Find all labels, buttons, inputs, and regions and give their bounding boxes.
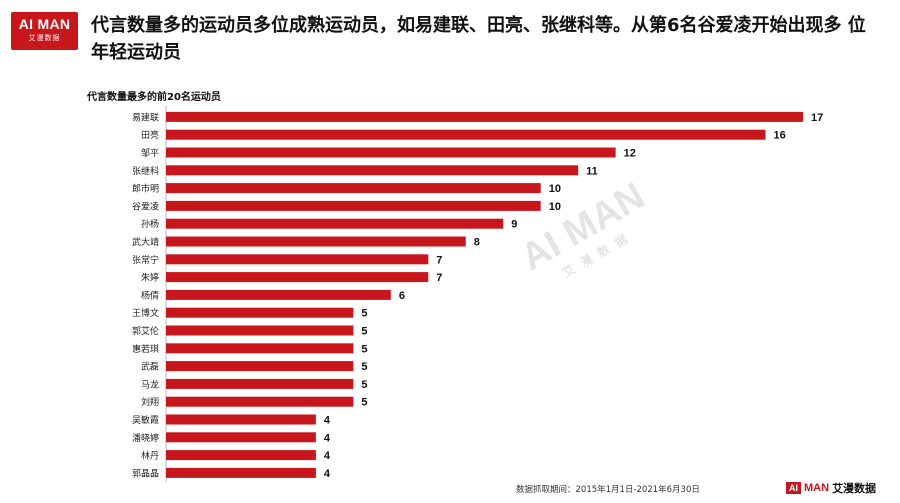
category-label: 谷爱凌 (132, 200, 159, 212)
bar (166, 165, 579, 176)
bar (166, 289, 391, 300)
value-label: 10 (549, 183, 561, 195)
logo-brand-text: AI MAN (18, 16, 71, 32)
value-label: 5 (361, 397, 367, 409)
bar (166, 129, 766, 140)
category-label: 吴敏霞 (132, 414, 159, 426)
bar (166, 414, 316, 425)
value-label: 4 (324, 432, 331, 444)
bar (166, 361, 354, 372)
value-label: 4 (324, 468, 331, 480)
category-label: 郎市明 (132, 183, 159, 195)
category-label: 武大靖 (132, 236, 159, 248)
footer-logo-word: MAN (804, 482, 830, 494)
bar (166, 183, 541, 194)
footer-logo-cn: 艾漫数据 (832, 482, 877, 495)
footer-logo: AI MAN 艾漫数据 (786, 480, 876, 496)
bar (166, 236, 466, 247)
category-label: 张常宁 (132, 254, 159, 266)
category-label: 郭晶晶 (132, 467, 159, 479)
bar (166, 396, 354, 407)
category-label: 易建联 (132, 111, 159, 123)
value-label: 4 (324, 415, 331, 427)
category-label: 武磊 (141, 361, 159, 373)
category-label: 邹平 (141, 147, 159, 159)
value-label: 4 (324, 450, 331, 462)
brand-logo: AI MAN 艾漫数据 (11, 12, 78, 50)
data-source-note: 数据抓取期间：2015年1月1日-2021年6月30日 (516, 485, 700, 495)
category-label: 杨倩 (141, 289, 159, 301)
bar (166, 467, 316, 478)
category-label: 张继科 (132, 165, 159, 177)
bar (166, 325, 354, 336)
bar (166, 432, 316, 443)
logo-sub-text: 艾漫数据 (28, 34, 61, 42)
bar (166, 450, 316, 461)
value-label: 6 (399, 290, 405, 302)
value-label: 5 (361, 379, 367, 391)
value-label: 7 (436, 254, 442, 266)
value-label: 5 (361, 361, 367, 373)
bar (166, 272, 429, 283)
category-label: 孙杨 (141, 218, 159, 230)
bar (166, 147, 616, 158)
value-label: 5 (361, 326, 367, 338)
bar (166, 343, 354, 354)
value-label: 12 (624, 148, 636, 160)
bar (166, 111, 803, 122)
bar (166, 254, 429, 265)
page-headline: 代言数量多的运动员多位成熟运动员，如易建联、田亮、张继科等。从第6名谷爱凌开始出… (91, 15, 866, 63)
footer-logo-box: AI (786, 482, 801, 494)
bar (166, 218, 504, 229)
category-label: 朱婷 (141, 272, 159, 284)
value-label: 5 (361, 308, 367, 320)
bar (166, 378, 354, 389)
category-label: 惠若琪 (132, 343, 159, 355)
category-label: 潘晓婷 (132, 432, 159, 444)
value-label: 16 (774, 130, 786, 142)
value-label: 10 (549, 201, 561, 213)
category-label: 刘翔 (141, 396, 159, 408)
category-label: 郭艾伦 (132, 325, 159, 337)
value-label: 5 (361, 343, 367, 355)
bar (166, 307, 354, 318)
value-label: 9 (511, 219, 517, 231)
category-label: 田亮 (141, 129, 159, 141)
category-label: 马龙 (141, 378, 159, 390)
value-label: 17 (811, 112, 823, 124)
bar (166, 200, 541, 211)
chart-title: 代言数量最多的前20名运动员 (87, 92, 221, 103)
value-label: 11 (586, 165, 598, 177)
category-label: 王博文 (132, 307, 159, 319)
value-label: 7 (436, 272, 442, 284)
value-label: 8 (474, 237, 480, 249)
category-label: 林丹 (141, 450, 159, 462)
